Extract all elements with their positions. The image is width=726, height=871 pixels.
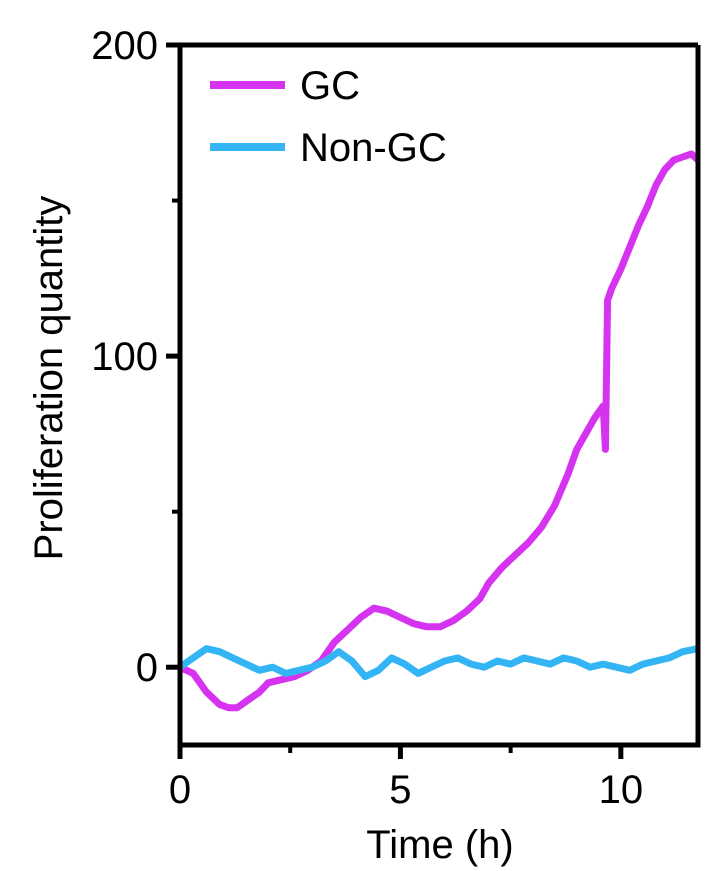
y-tick-label-200: 200 <box>91 24 158 68</box>
series-line-gc <box>180 150 698 712</box>
x-tick-label-10: 10 <box>599 768 644 812</box>
x-axis-title: Time (h) <box>366 823 513 867</box>
y-tick-label-0: 0 <box>136 646 158 690</box>
series-layer <box>180 150 698 712</box>
legend: GC Non-GC <box>210 64 447 170</box>
legend-label-non-gc: Non-GC <box>300 126 447 170</box>
y-tick-label-100: 100 <box>91 335 158 379</box>
legend-label-gc: GC <box>300 64 360 108</box>
x-tick-label-5: 5 <box>389 768 411 812</box>
series-line-non-gc <box>180 645 698 681</box>
axes-layer: 0 100 200 0 5 10 <box>91 24 701 812</box>
x-tick-label-0: 0 <box>169 768 191 812</box>
y-axis-title: Proliferation quantity <box>27 196 71 561</box>
